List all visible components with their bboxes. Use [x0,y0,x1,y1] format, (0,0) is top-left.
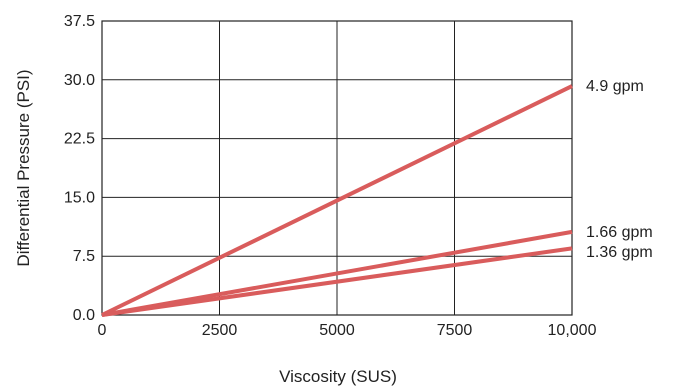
x-tick-label: 10,000 [548,322,597,339]
x-tick-labels: 0 2500 5000 7500 10,000 [98,322,597,339]
y-tick-label: 30.0 [64,72,95,89]
y-tick-label: 7.5 [73,248,95,265]
x-tick-label: 2500 [202,322,238,339]
y-tick-label: 37.5 [64,13,95,30]
series-label: 4.9 gpm [586,78,644,95]
series-line [101,229,573,317]
series-line [101,84,573,317]
series-lines [101,84,573,317]
series-line [101,246,573,317]
y-tick-label: 22.5 [64,131,95,148]
y-axis-title: Differential Pressure (PSI) [14,69,33,266]
series-label: 1.36 gpm [586,244,653,261]
plot-frame [101,20,573,316]
series-labels: 4.9 gpm 1.66 gpm 1.36 gpm [586,78,653,261]
x-tick-label: 5000 [319,322,355,339]
x-axis-title: Viscosity (SUS) [279,367,397,386]
grid-lines [102,21,572,315]
series-label: 1.66 gpm [586,224,653,241]
x-tick-label: 7500 [437,322,473,339]
y-tick-label: 15.0 [64,189,95,206]
x-tick-label: 0 [98,322,107,339]
y-tick-label: 0.0 [73,307,95,324]
y-tick-labels: 0.0 7.5 15.0 22.5 30.0 37.5 [64,13,95,324]
